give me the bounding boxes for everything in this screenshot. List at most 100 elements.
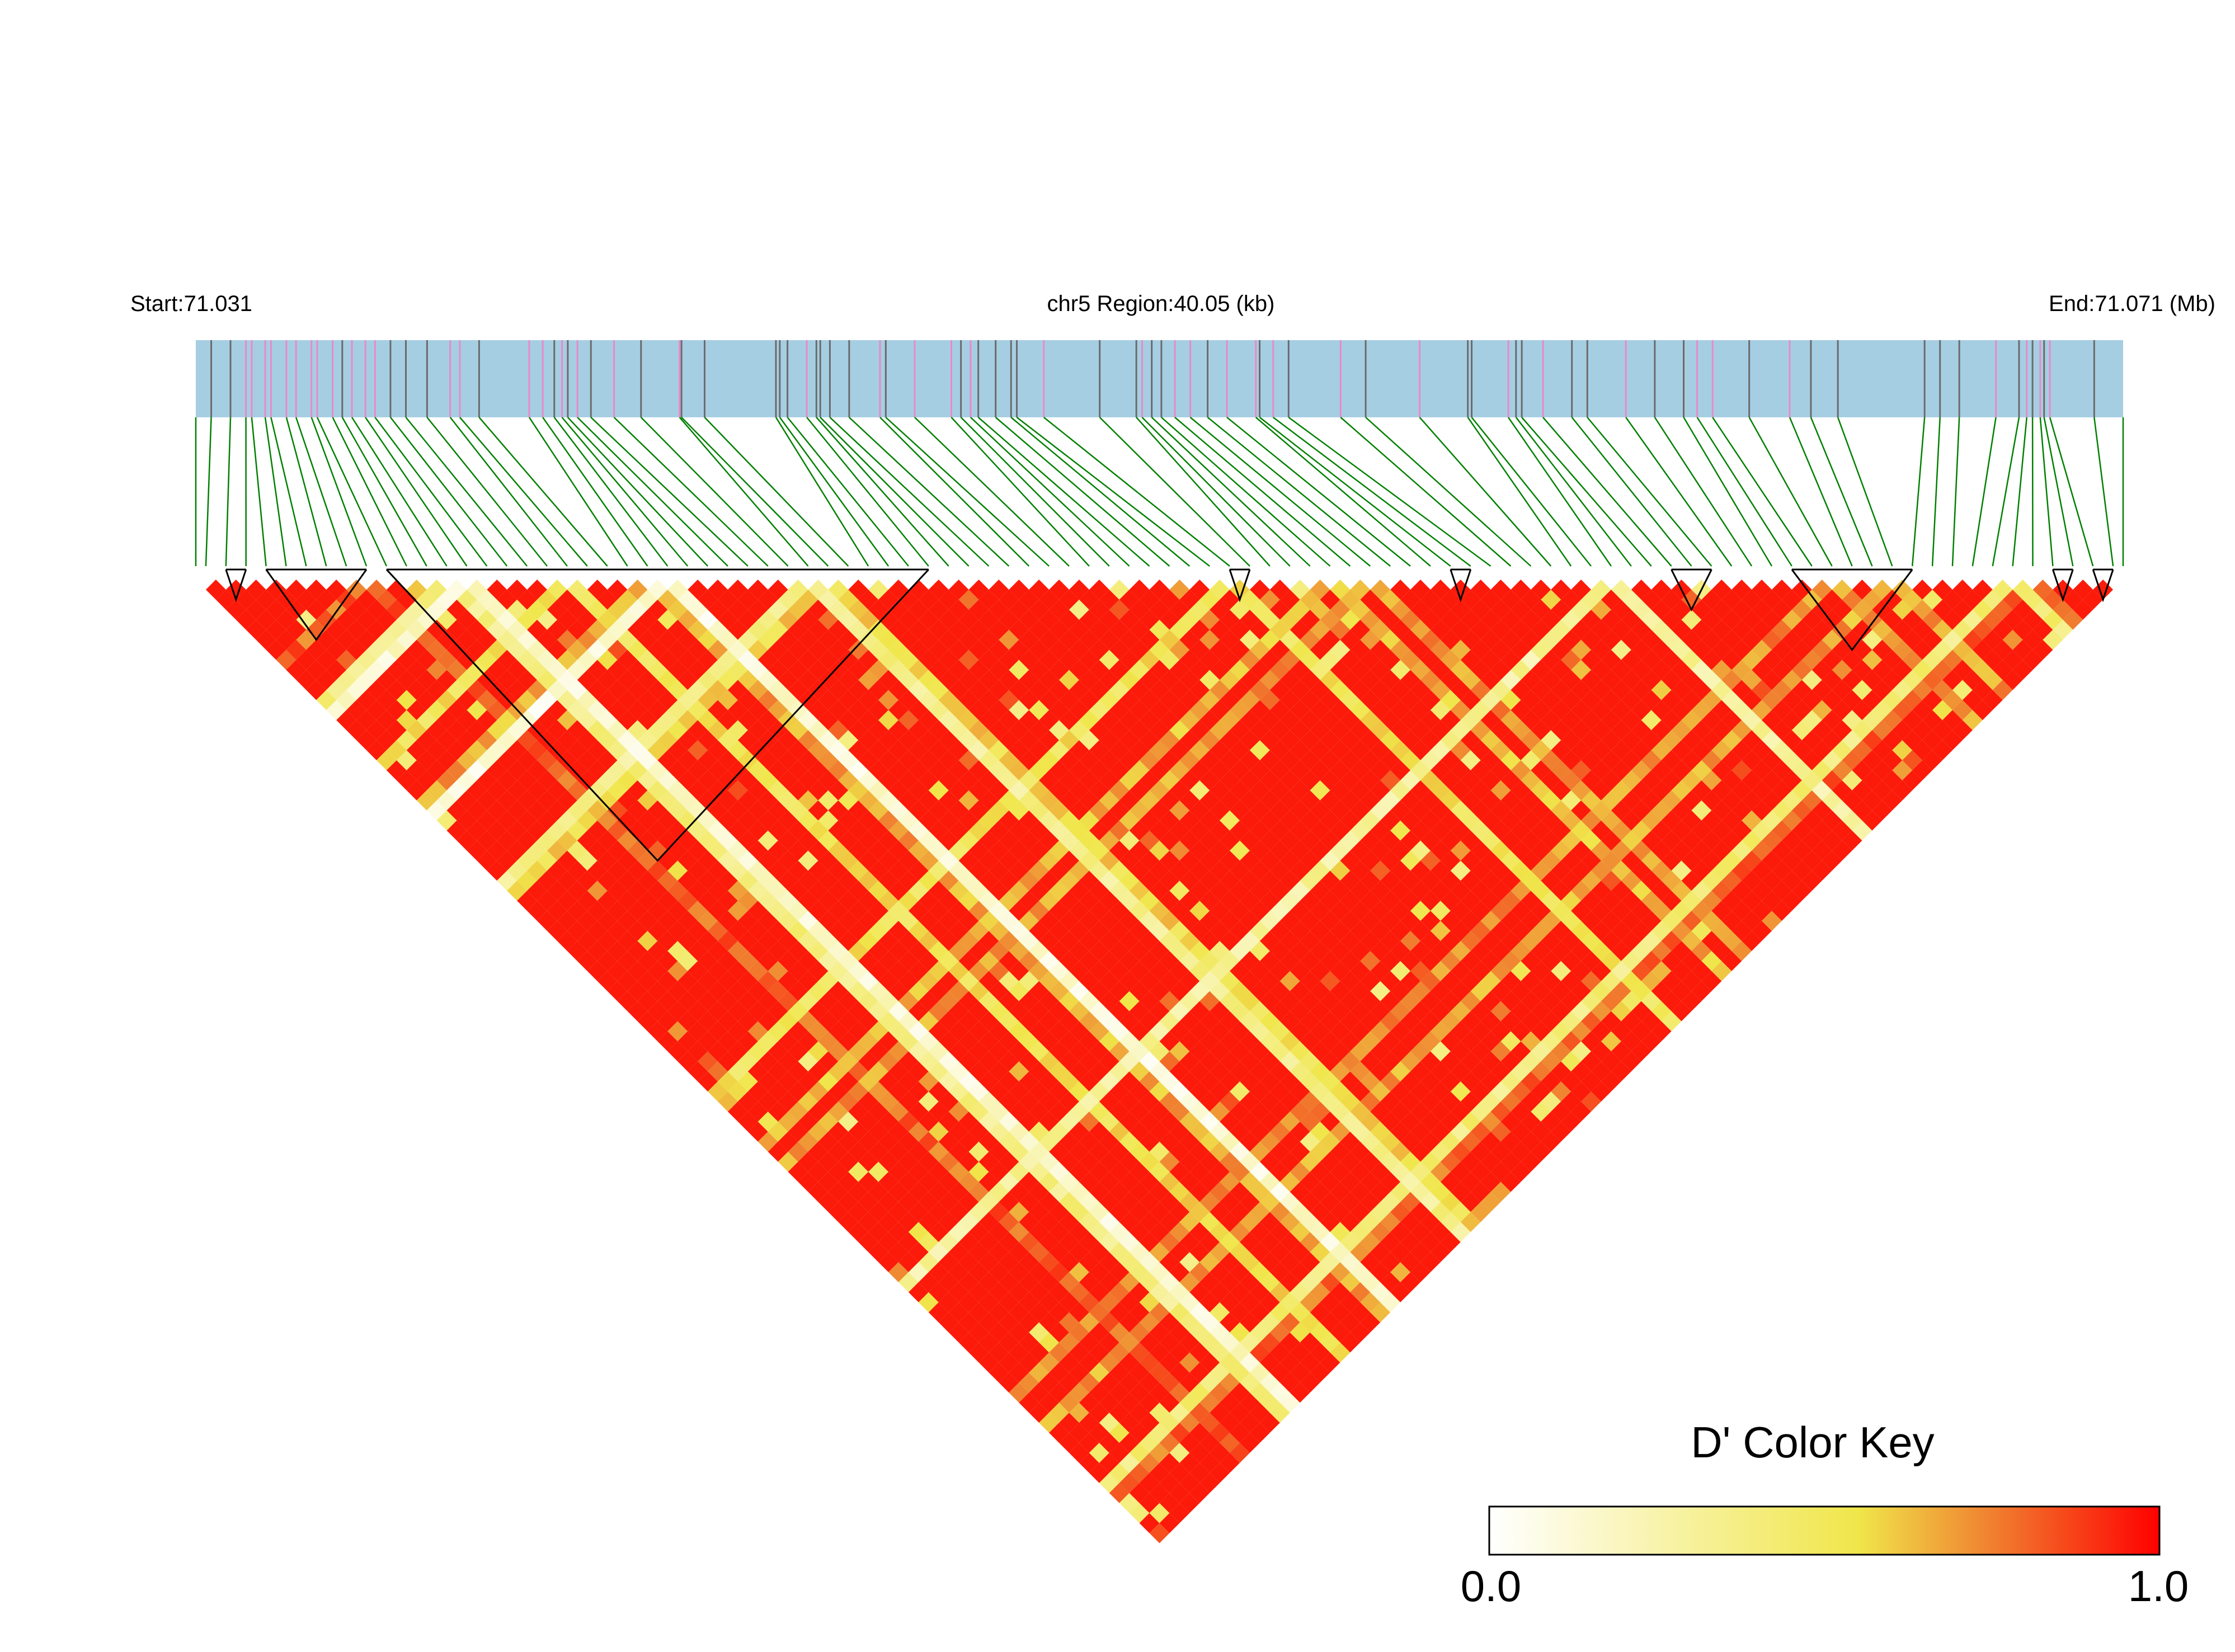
ld-cell	[838, 1111, 859, 1132]
ld-cell	[1029, 619, 1050, 640]
ld-cell	[386, 599, 407, 620]
ld-cell	[1531, 1121, 1551, 1142]
ld-cell	[557, 609, 577, 630]
ld-cell	[1571, 1001, 1592, 1022]
ld-cell	[1149, 660, 1170, 680]
ld-cell	[1149, 1462, 1170, 1483]
ld-cell	[1470, 700, 1491, 721]
ld-cell	[1621, 1031, 1641, 1052]
ld-cell	[1350, 921, 1371, 941]
ld-cell	[727, 800, 748, 821]
ld-cell	[1179, 1312, 1200, 1333]
ld-cell	[1029, 961, 1050, 981]
ld-cell	[1290, 1342, 1310, 1363]
ld-cell	[1440, 1071, 1461, 1092]
ld-cell	[1811, 820, 1832, 841]
ld-cell	[1099, 810, 1119, 831]
ld-cell	[1832, 619, 1852, 640]
snp-connector	[1226, 417, 1411, 567]
ld-cell	[727, 981, 748, 1001]
ld-cell	[1330, 1141, 1351, 1162]
ld-cell	[1531, 1102, 1551, 1122]
ld-cell	[1410, 840, 1431, 861]
ld-cell	[457, 710, 477, 731]
ld-cell	[1019, 730, 1039, 751]
ld-cell	[838, 1151, 859, 1172]
ld-cell	[928, 1081, 949, 1102]
ld-cell	[1711, 820, 1732, 841]
ld-cell	[968, 1041, 989, 1062]
ld-cell	[1470, 981, 1491, 1001]
ld-cell	[1230, 820, 1250, 841]
ld-cell	[1350, 740, 1371, 760]
ld-cell	[1480, 991, 1501, 1011]
ld-cell	[667, 860, 688, 881]
ld-cell	[1601, 950, 1621, 971]
ld-cell	[657, 1031, 678, 1052]
ld-cell	[1279, 991, 1300, 1011]
ld-cell	[1731, 599, 1752, 620]
ld-cell	[958, 790, 979, 811]
ld-cell	[958, 950, 979, 971]
ld-cell	[517, 830, 538, 851]
ld-cell	[1360, 1111, 1381, 1132]
ld-cell	[1872, 700, 1893, 721]
ld-cell	[1340, 1292, 1361, 1312]
ld-cell	[818, 810, 839, 831]
ld-cell	[1490, 961, 1511, 981]
ld-cell	[1982, 649, 2003, 670]
ld-cell	[517, 589, 538, 610]
ld-cell	[1009, 660, 1029, 680]
ld-cell	[1742, 670, 1762, 690]
ld-cell	[1109, 720, 1130, 741]
ld-cell	[727, 700, 748, 721]
ld-cell	[1199, 891, 1220, 911]
ld-cell	[1109, 840, 1130, 861]
ld-cell	[1169, 860, 1190, 881]
ld-cell	[1571, 1021, 1592, 1042]
ld-cell	[1601, 790, 1621, 811]
ld-cell	[1179, 1171, 1200, 1192]
ld-cell	[1269, 1282, 1290, 1302]
ld-cell	[1742, 850, 1762, 871]
ld-cell	[868, 1242, 889, 1263]
ld-cell	[1129, 1342, 1150, 1363]
ld-cell	[999, 1332, 1019, 1353]
ld-cell	[657, 730, 678, 751]
ld-cell	[1089, 1342, 1109, 1363]
ld-cell	[1069, 599, 1089, 620]
ld-cell	[1440, 850, 1461, 871]
ld-cell	[1199, 790, 1220, 811]
ld-cell	[1179, 690, 1200, 710]
ld-cell	[396, 629, 417, 650]
ld-cell	[1109, 1302, 1130, 1322]
ld-cell	[1801, 609, 1822, 630]
ld-cell	[1210, 1282, 1230, 1302]
ld-cell	[1521, 629, 1541, 650]
ld-cell	[1320, 670, 1340, 690]
ld-cell	[1711, 619, 1732, 640]
ld-cell	[1591, 1081, 1611, 1102]
ld-cell	[1189, 1141, 1210, 1162]
snp-connector	[2039, 417, 2054, 567]
ld-cell	[1129, 1182, 1150, 1202]
ld-cell	[1470, 660, 1491, 680]
ld-cell	[878, 810, 898, 831]
ld-cell	[898, 1232, 919, 1253]
ld-cell	[1099, 1472, 1119, 1493]
ld-cell	[1230, 1402, 1250, 1423]
ld-cell	[808, 1041, 829, 1062]
ld-cell	[1480, 690, 1501, 710]
ld-cell	[1922, 710, 1943, 731]
ld-cell	[1420, 750, 1441, 770]
ld-cell	[1320, 1151, 1340, 1172]
ld-cell	[838, 850, 859, 871]
ld-cell	[1119, 609, 1140, 630]
ld-cell	[1480, 790, 1501, 811]
ld-cell	[727, 1041, 748, 1062]
ld-cell	[1259, 589, 1280, 610]
ld-cell	[968, 1342, 989, 1363]
ld-cell	[1310, 720, 1330, 741]
ld-cell	[1762, 750, 1782, 770]
ld-cell	[989, 700, 1009, 721]
